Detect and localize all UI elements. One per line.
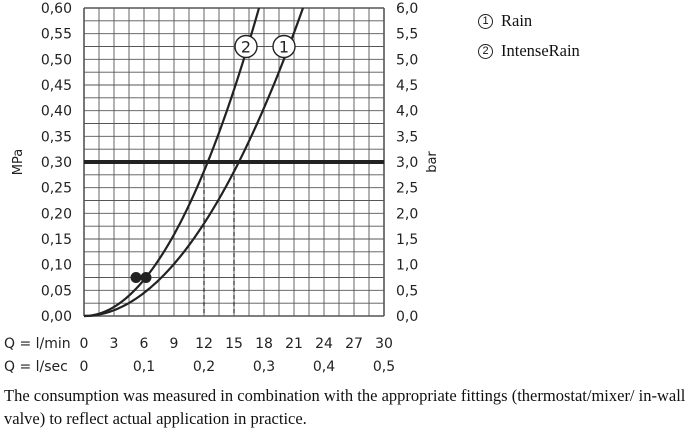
y-tick-right: 1,5 xyxy=(396,232,418,248)
curve-dot xyxy=(130,272,142,283)
x-row2-label: Q = l/sec xyxy=(4,359,68,375)
curve-marker-circle xyxy=(234,34,258,59)
y-tick-left: 0,50 xyxy=(41,52,72,68)
y-tick-right: 5,5 xyxy=(396,27,418,43)
x-tick-lmin: 27 xyxy=(345,336,363,352)
y-tick-left: 0,45 xyxy=(41,78,72,94)
y-tick-right: 1,0 xyxy=(396,258,418,274)
x-row1-label: Q = l/min xyxy=(4,336,71,352)
flow-pressure-chart: 0,000,050,100,150,200,250,300,350,400,45… xyxy=(4,1,440,375)
x-tick-lmin: 12 xyxy=(195,336,213,352)
x-tick-lmin: 18 xyxy=(255,336,273,352)
y-tick-right: 2,5 xyxy=(396,181,418,197)
x-tick-lmin: 9 xyxy=(170,336,179,352)
x-tick-lsec: 0 xyxy=(80,359,89,375)
legend-item-rain: 1 Rain xyxy=(478,6,580,36)
curve-marker-label: 1 xyxy=(279,38,289,57)
legend: 1 Rain 2 IntenseRain xyxy=(478,6,580,66)
y-tick-left: 0,60 xyxy=(41,1,72,17)
y-tick-right: 6,0 xyxy=(396,1,418,17)
y-tick-left: 0,00 xyxy=(41,309,72,325)
legend-item-intenserain: 2 IntenseRain xyxy=(478,36,580,66)
y-tick-left: 0,05 xyxy=(41,283,72,299)
y-tick-left: 0,25 xyxy=(41,181,72,197)
y-axis-label-right: bar xyxy=(425,151,440,173)
y-tick-right: 5,0 xyxy=(396,52,418,68)
y-tick-left: 0,15 xyxy=(41,232,72,248)
caption-text: The consumption was measured in combinat… xyxy=(4,386,686,428)
x-tick-lmin: 24 xyxy=(315,336,333,352)
y-tick-left: 0,10 xyxy=(41,258,72,274)
x-tick-lmin: 3 xyxy=(110,336,119,352)
legend-label-intenserain: IntenseRain xyxy=(501,41,580,60)
x-tick-lmin: 6 xyxy=(140,336,149,352)
curve-dot xyxy=(140,272,152,283)
y-tick-right: 0,5 xyxy=(396,283,418,299)
x-tick-lsec: 0,5 xyxy=(373,359,395,375)
x-tick-lsec: 0,4 xyxy=(313,359,335,375)
legend-label-rain: Rain xyxy=(501,11,533,30)
x-tick-lsec: 0,3 xyxy=(253,359,275,375)
x-tick-lmin: 30 xyxy=(375,336,393,352)
y-tick-left: 0,20 xyxy=(41,206,72,222)
x-tick-lmin: 21 xyxy=(285,336,303,352)
y-tick-left: 0,40 xyxy=(41,104,72,120)
y-axis-label-left: MPa xyxy=(11,149,26,175)
y-tick-right: 4,0 xyxy=(396,104,418,120)
x-tick-lsec: 0,1 xyxy=(133,359,155,375)
y-tick-right: 2,0 xyxy=(396,206,418,222)
x-tick-lmin: 15 xyxy=(225,336,243,352)
y-tick-left: 0,30 xyxy=(41,155,72,171)
legend-marker-2: 2 xyxy=(478,43,493,59)
curve-marker-circle xyxy=(272,34,296,59)
curve-marker-label: 2 xyxy=(241,38,251,57)
y-tick-right: 0,0 xyxy=(396,309,418,325)
y-tick-right: 3,5 xyxy=(396,129,418,145)
y-tick-right: 3,0 xyxy=(396,155,418,171)
series-curve-rain xyxy=(83,7,305,318)
y-tick-right: 4,5 xyxy=(396,78,418,94)
series-curve-intenserain xyxy=(83,7,261,318)
x-tick-lmin: 0 xyxy=(80,336,89,352)
x-tick-lsec: 0,2 xyxy=(193,359,215,375)
y-tick-left: 0,55 xyxy=(41,27,72,43)
legend-marker-1: 1 xyxy=(478,13,493,29)
y-tick-left: 0,35 xyxy=(41,129,72,145)
